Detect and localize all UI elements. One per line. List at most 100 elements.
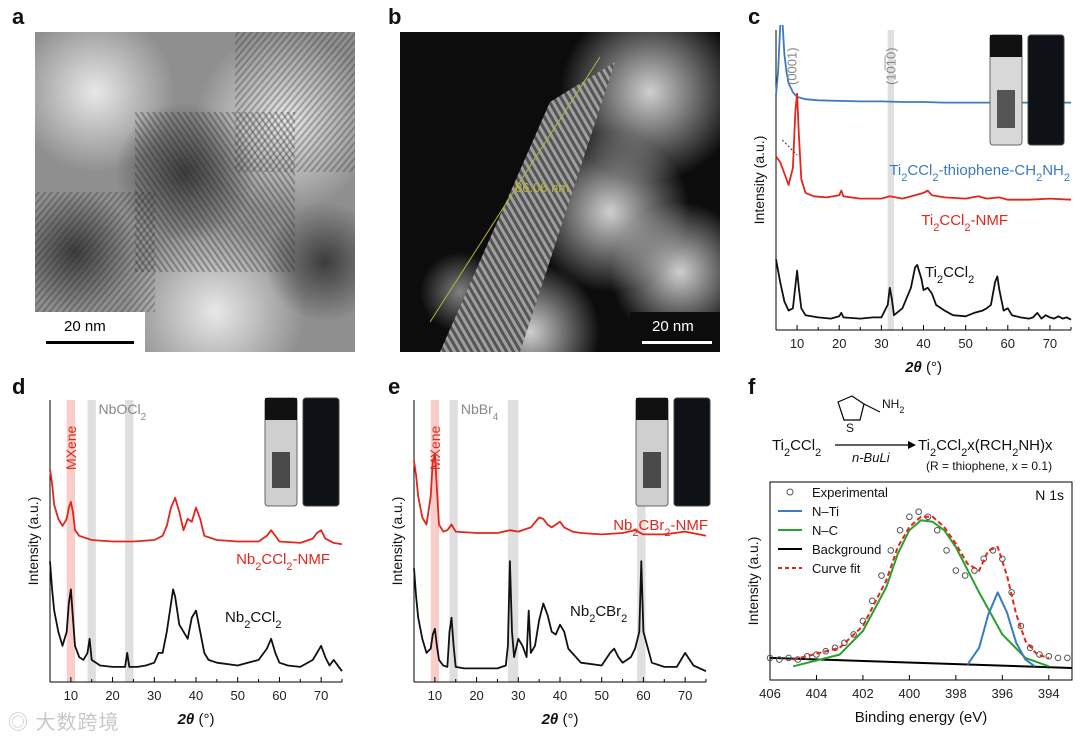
legend-label: Curve fit: [812, 561, 861, 576]
series-line-N–C: [792, 519, 1050, 668]
x-tick-label: 40: [189, 688, 203, 703]
thiophene-ring: [837, 395, 865, 421]
x-axis-label: 2θ (°): [177, 711, 215, 728]
data-point: [841, 639, 848, 647]
legend-label: Experimental: [812, 485, 888, 500]
tem-image-a: [35, 32, 355, 352]
amine-label: NH2: [882, 397, 904, 415]
xrd-chart-d: 10 20 30 40 50 60 70 2θ (°) Intensity (a.u.) MXen…: [25, 397, 343, 728]
data-point: [859, 617, 867, 625]
scale-bar-a: [46, 341, 134, 344]
panel-label-b: b: [388, 4, 402, 29]
panel-label-a: a: [12, 4, 25, 29]
scale-bar-a-bg: [35, 312, 145, 352]
reaction-arrowhead: [908, 441, 916, 449]
vial-dark: [673, 397, 711, 507]
annotation-mxene: MXene: [427, 425, 443, 470]
scale-bar-a-label: 20 nm: [64, 318, 106, 335]
legend-label: N–C: [812, 523, 838, 538]
vial-cap: [990, 35, 1022, 57]
series-label-1: Ti2CCl2-NMF: [921, 212, 1008, 234]
x-tick-label: 10: [64, 688, 78, 703]
series-label-2: Ti2CCl2: [925, 264, 974, 286]
ch2-bond: [863, 403, 881, 413]
product-label: Ti2CCl2x(RCH2NH)x: [918, 437, 1053, 459]
scale-bar-b: [642, 341, 712, 344]
xps-chart-f: Ti2CCl2 S NH2 n-BuLi Ti2CCl2x(RCH2NH)x(R = t…: [745, 395, 1073, 726]
stem-image-b: 86.06 nm: [400, 32, 720, 352]
series-line-curve-fit: [792, 515, 1050, 661]
y-axis-label: Intensity (a.u.): [389, 497, 405, 586]
highlight-band: [66, 400, 76, 682]
x-axis-label: Binding energy (eV): [855, 709, 988, 726]
annotation-0001: (0001): [785, 47, 800, 85]
vial-dark: [302, 397, 340, 507]
x-tick-label: 394: [1038, 686, 1060, 701]
vial-logo: [643, 452, 661, 488]
reactant-label: Ti2CCl2: [772, 437, 821, 459]
series-line-1: [775, 92, 1072, 201]
data-point: [961, 572, 969, 579]
x-tick-label: 60: [1001, 336, 1015, 351]
x-tick-label: 400: [899, 686, 921, 701]
y-axis-label: Intensity (a.u.): [745, 537, 761, 626]
x-tick-label: 60: [636, 688, 650, 703]
legend-label: Background: [812, 542, 881, 557]
data-point: [887, 547, 895, 554]
data-point: [1064, 654, 1071, 662]
vial-logo: [272, 452, 290, 488]
y-axis-label: Intensity (a.u.): [25, 497, 41, 586]
x-tick-label: 50: [958, 336, 972, 351]
highlight-band: [637, 400, 646, 682]
thiophene-s: S: [846, 421, 854, 435]
vial-cap: [265, 398, 297, 420]
vial-cap: [636, 398, 668, 420]
x-tick-label: 20: [469, 688, 483, 703]
vial-logo: [997, 90, 1015, 128]
data-point: [785, 654, 792, 662]
panel-label-e: e: [388, 374, 401, 399]
x-axis-label: 2θ (°): [904, 359, 942, 376]
series-line-N–Ti: [966, 591, 1036, 668]
x-tick-label: 70: [1043, 336, 1057, 351]
scale-bar-b-bg: [630, 312, 720, 352]
x-tick-label: 60: [272, 688, 286, 703]
watermark: ◎ 大数跨境: [8, 712, 120, 734]
data-point: [915, 508, 922, 516]
x-tick-label: 50: [230, 688, 244, 703]
series-label-0: Nb2CCl2-NMF: [236, 551, 330, 573]
legend-label: N–Ti: [812, 504, 839, 519]
x-tick-label: 402: [852, 686, 874, 701]
vial-dark: [1027, 34, 1065, 146]
x-tick-label: 30: [147, 688, 161, 703]
highlight-band: [87, 400, 96, 682]
guide-line: [781, 139, 798, 156]
x-tick-label: 20: [832, 336, 846, 351]
x-tick-label: 30: [874, 336, 888, 351]
x-tick-label: 30: [511, 688, 525, 703]
annotation-nbbr4: NbBr4: [461, 401, 499, 423]
data-point: [933, 526, 941, 534]
highlight-band: [430, 400, 440, 682]
x-tick-label: 70: [314, 688, 328, 703]
panel-label-f: f: [748, 374, 756, 399]
data-point: [775, 656, 783, 663]
x-tick-label: 404: [806, 686, 828, 701]
panel-label-c: c: [748, 4, 761, 29]
data-point: [943, 547, 950, 554]
x-tick-label: 20: [105, 688, 119, 703]
xrd-chart-e: 10 20 30 40 50 60 70 2θ (°) Intensity (a.u.) MXen…: [389, 397, 711, 728]
data-point: [878, 572, 885, 579]
annotation-10-10: (10̅1̅0): [884, 47, 899, 85]
panel-label-d: d: [12, 374, 26, 399]
series-label-0: Nb2CBr2-NMF: [613, 517, 708, 539]
data-point: [813, 651, 820, 658]
data-point: [1017, 622, 1025, 630]
data-point: [952, 567, 960, 574]
xrd-chart-c: 10 20 30 40 50 60 70 2θ (°) Intensity (a.u.) (000…: [751, 25, 1072, 376]
data-point: [896, 526, 904, 534]
measure-label: 86.06 nm: [515, 180, 569, 195]
annotation-nbocl2: NbOCl2: [99, 401, 147, 423]
series-line-1: [49, 561, 343, 672]
reaction-note: (R = thiophene, x = 0.1): [926, 459, 1052, 473]
